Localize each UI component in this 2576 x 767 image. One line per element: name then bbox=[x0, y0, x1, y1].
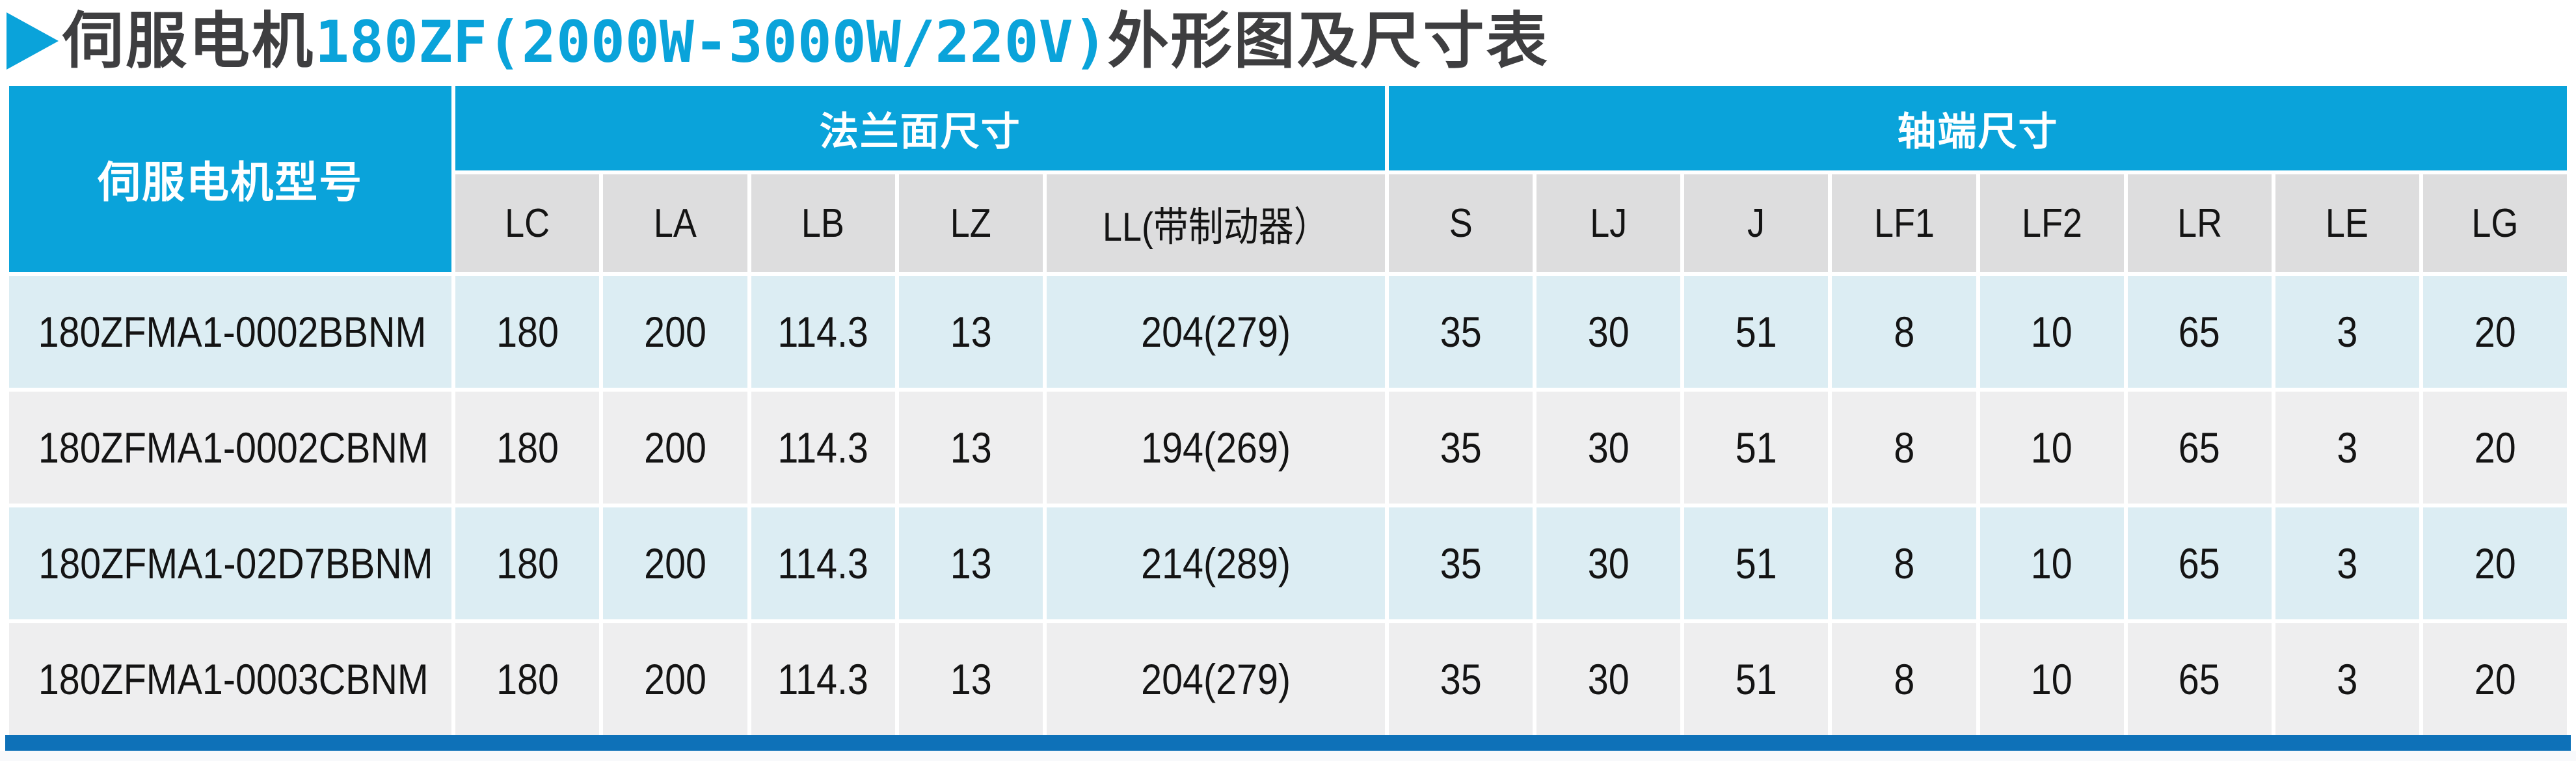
value-cell: 10 bbox=[1979, 276, 2124, 388]
value-cell: 180 bbox=[455, 507, 600, 619]
value-cell: 200 bbox=[603, 623, 747, 735]
value-cell: 35 bbox=[1389, 276, 1533, 388]
value-cell: 51 bbox=[1684, 507, 1829, 619]
page-title: 伺服电机180ZF(2000W-3000W/220V)外形图及尺寸表 bbox=[0, 0, 2576, 82]
column-header-lb: LB bbox=[751, 174, 895, 272]
value-cell: 3 bbox=[2275, 392, 2419, 504]
value-cell: 200 bbox=[603, 392, 747, 504]
value-cell: 194(269) bbox=[1046, 392, 1386, 504]
value-cell: 8 bbox=[1832, 392, 1976, 504]
value-cell: 3 bbox=[2275, 276, 2419, 388]
value-cell: 13 bbox=[898, 623, 1043, 735]
value-cell: 51 bbox=[1684, 623, 1829, 735]
column-header-lg: LG bbox=[2422, 174, 2567, 272]
column-header-lf1: LF1 bbox=[1832, 174, 1976, 272]
value-cell: 180 bbox=[455, 623, 600, 735]
model-cell: 180ZFMA1-0002BBNM bbox=[9, 276, 452, 388]
column-header-ll: LL(带制动器） bbox=[1046, 174, 1386, 272]
value-cell: 35 bbox=[1389, 623, 1533, 735]
value-cell: 10 bbox=[1979, 507, 2124, 619]
value-cell: 20 bbox=[2422, 276, 2567, 388]
model-cell: 180ZFMA1-0003CBNM bbox=[9, 623, 452, 735]
value-cell: 8 bbox=[1832, 507, 1976, 619]
value-cell: 30 bbox=[1536, 392, 1681, 504]
value-cell: 200 bbox=[603, 276, 747, 388]
value-cell: 20 bbox=[2422, 623, 2567, 735]
value-cell: 114.3 bbox=[751, 276, 895, 388]
corner-header-cell: 伺服电机型号 bbox=[9, 86, 452, 272]
value-cell: 35 bbox=[1389, 507, 1533, 619]
table-row: 180ZFMA1-02D7BBNM 180 200 114.3 13 214(2… bbox=[9, 507, 2567, 619]
value-cell: 13 bbox=[898, 276, 1043, 388]
bottom-accent-bar bbox=[5, 735, 2571, 751]
value-cell: 3 bbox=[2275, 623, 2419, 735]
group-header-row: 伺服电机型号 法兰面尺寸 轴端尺寸 bbox=[9, 86, 2567, 272]
value-cell: 65 bbox=[2127, 623, 2272, 735]
column-header-j: J bbox=[1684, 174, 1829, 272]
column-header-lc: LC bbox=[455, 174, 600, 272]
value-cell: 114.3 bbox=[751, 507, 895, 619]
value-cell: 180 bbox=[455, 392, 600, 504]
title-part-prefix: 伺服电机 bbox=[62, 7, 315, 75]
value-cell: 30 bbox=[1536, 623, 1681, 735]
value-cell: 51 bbox=[1684, 276, 1829, 388]
value-cell: 204(279) bbox=[1046, 276, 1386, 388]
value-cell: 20 bbox=[2422, 507, 2567, 619]
column-header-lz: LZ bbox=[898, 174, 1043, 272]
title-part-suffix: 外形图及尺寸表 bbox=[1107, 7, 1550, 75]
column-header-lj: LJ bbox=[1536, 174, 1681, 272]
column-header-le: LE bbox=[2275, 174, 2419, 272]
value-cell: 180 bbox=[455, 276, 600, 388]
value-cell: 51 bbox=[1684, 392, 1829, 504]
value-cell: 20 bbox=[2422, 392, 2567, 504]
value-cell: 10 bbox=[1979, 623, 2124, 735]
title-part-model: 180ZF(2000W-3000W/220V) bbox=[315, 8, 1108, 75]
bottom-padding bbox=[0, 751, 2576, 761]
value-cell: 35 bbox=[1389, 392, 1533, 504]
value-cell: 114.3 bbox=[751, 392, 895, 504]
value-cell: 8 bbox=[1832, 276, 1976, 388]
table-body: 180ZFMA1-0002BBNM 180 200 114.3 13 204(2… bbox=[9, 276, 2567, 735]
table-row: 180ZFMA1-0002CBNM 180 200 114.3 13 194(2… bbox=[9, 392, 2567, 504]
value-cell: 200 bbox=[603, 507, 747, 619]
value-cell: 3 bbox=[2275, 507, 2419, 619]
dimensions-table: 伺服电机型号 法兰面尺寸 轴端尺寸 LC LA LB LZ LL(带制动器） S… bbox=[5, 82, 2571, 739]
column-header-row: LC LA LB LZ LL(带制动器） S LJ J LF1 LF2 LR L… bbox=[9, 174, 2567, 272]
value-cell: 8 bbox=[1832, 623, 1976, 735]
model-cell: 180ZFMA1-02D7BBNM bbox=[9, 507, 452, 619]
column-header-lf2: LF2 bbox=[1979, 174, 2124, 272]
play-triangle-icon bbox=[7, 12, 59, 70]
value-cell: 65 bbox=[2127, 392, 2272, 504]
column-header-s: S bbox=[1389, 174, 1533, 272]
column-header-lr: LR bbox=[2127, 174, 2272, 272]
value-cell: 65 bbox=[2127, 276, 2272, 388]
value-cell: 65 bbox=[2127, 507, 2272, 619]
value-cell: 114.3 bbox=[751, 623, 895, 735]
group-header-flange: 法兰面尺寸 bbox=[455, 86, 1386, 170]
value-cell: 214(289) bbox=[1046, 507, 1386, 619]
value-cell: 13 bbox=[898, 507, 1043, 619]
column-header-la: LA bbox=[603, 174, 747, 272]
model-cell: 180ZFMA1-0002CBNM bbox=[9, 392, 452, 504]
table-row: 180ZFMA1-0002BBNM 180 200 114.3 13 204(2… bbox=[9, 276, 2567, 388]
value-cell: 30 bbox=[1536, 276, 1681, 388]
table-row: 180ZFMA1-0003CBNM 180 200 114.3 13 204(2… bbox=[9, 623, 2567, 735]
page-title-text: 伺服电机180ZF(2000W-3000W/220V)外形图及尺寸表 bbox=[62, 10, 1550, 72]
value-cell: 13 bbox=[898, 392, 1043, 504]
value-cell: 204(279) bbox=[1046, 623, 1386, 735]
value-cell: 30 bbox=[1536, 507, 1681, 619]
group-header-shaft: 轴端尺寸 bbox=[1389, 86, 2567, 170]
table-header: 伺服电机型号 法兰面尺寸 轴端尺寸 LC LA LB LZ LL(带制动器） S… bbox=[9, 86, 2567, 272]
value-cell: 10 bbox=[1979, 392, 2124, 504]
